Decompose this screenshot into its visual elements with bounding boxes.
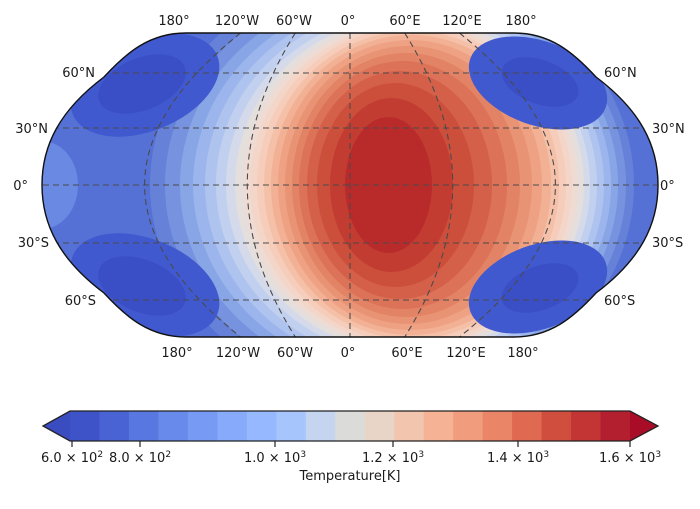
colorbar-segment (276, 411, 307, 441)
tick-exponent: 2 (165, 450, 171, 460)
colorbar-tick-label: 8.0 × 102 (109, 450, 171, 466)
colorbar-tick-label: 1.0 × 103 (244, 450, 306, 466)
tick-mantissa: 1.2 × 10 (362, 451, 418, 466)
colorbar-segment (246, 411, 277, 441)
colorbar-right-arrow (630, 411, 658, 441)
map-area (42, 33, 658, 337)
tick-mantissa: 8.0 × 10 (109, 451, 165, 466)
lat-label-left: 0° (13, 179, 28, 194)
lat-label-left: 60°N (62, 66, 95, 81)
tick-exponent: 3 (418, 450, 424, 460)
colorbar-tick-label: 1.2 × 103 (362, 450, 424, 466)
colorbar-segment (187, 411, 218, 441)
colorbar-segment (364, 411, 395, 441)
lat-label-right: 30°S (652, 236, 683, 251)
colorbar-tick-label: 1.4 × 103 (487, 450, 549, 466)
colorbar-tick-label: 6.0 × 102 (41, 450, 103, 466)
colorbar-ticks: 6.0 × 102 8.0 × 102 1.0 × 103 1.2 × 103 1.4 … (41, 441, 661, 466)
cold-region-blob (98, 256, 186, 316)
tick-exponent: 3 (543, 450, 549, 460)
lon-label-top: 0° (341, 14, 356, 29)
meridian-gridline (459, 33, 556, 337)
colorbar-segment (70, 411, 101, 441)
lon-label-bottom: 180° (507, 346, 538, 361)
cold-region-blob (501, 57, 579, 107)
tick-mantissa: 1.6 × 10 (599, 451, 655, 466)
lon-label-bottom: 60°W (277, 346, 313, 361)
lon-label-top: 60°E (389, 14, 420, 29)
cold-region-blob (42, 141, 78, 229)
lon-label-bottom: 120°E (446, 346, 486, 361)
lon-label-bottom: 0° (341, 346, 356, 361)
colorbar-segment (423, 411, 454, 441)
colorbar-segment (305, 411, 336, 441)
tick-mantissa: 1.4 × 10 (487, 451, 543, 466)
tick-exponent: 3 (300, 450, 306, 460)
graticule (43, 33, 657, 337)
colorbar-segment (482, 411, 513, 441)
lon-label-bottom: 180° (161, 346, 192, 361)
colorbar-segment (335, 411, 366, 441)
colorbar-segment (99, 411, 130, 441)
latitude-labels-right: 60°N 30°N 0° 30°S 60°S (604, 66, 685, 309)
colorbar-segment (128, 411, 160, 441)
colorbar-segment (217, 411, 248, 441)
tick-mantissa: 1.0 × 10 (244, 451, 300, 466)
meridian-gridline (404, 33, 454, 337)
lon-label-top: 180° (505, 14, 536, 29)
lon-label-top: 180° (158, 14, 189, 29)
colorbar-left-arrow (43, 411, 70, 441)
meridian-gridline (144, 33, 241, 337)
latitude-labels-left: 60°N 30°N 0° 30°S 60°S (13, 66, 96, 309)
lon-label-top: 120°W (215, 14, 259, 29)
colorbar-segment (541, 411, 572, 441)
lat-label-right: 60°S (604, 294, 635, 309)
colorbar: 6.0 × 102 8.0 × 102 1.0 × 103 1.2 × 103 1.4 … (41, 410, 661, 484)
tick-exponent: 3 (655, 450, 661, 460)
lon-label-bottom: 120°W (216, 346, 260, 361)
colorbar-segment (158, 411, 189, 441)
tick-exponent: 2 (97, 450, 103, 460)
lat-label-right: 30°N (652, 122, 685, 137)
lat-label-right: 60°N (604, 66, 637, 81)
longitude-labels-bottom: 180° 120°W 60°W 0° 60°E 120°E 180° (161, 346, 538, 361)
lat-label-right: 0° (660, 179, 675, 194)
lat-label-left: 30°N (15, 122, 48, 137)
colorbar-axis-label: Temperature[K] (298, 469, 400, 484)
map-outline (41, 32, 659, 338)
colorbar-segment (600, 411, 631, 441)
tick-mantissa: 6.0 × 10 (41, 451, 97, 466)
colorbar-segments (70, 411, 631, 441)
cold-region-blob (98, 54, 186, 114)
meridian-gridline (246, 33, 296, 337)
colorbar-segment (512, 411, 543, 441)
colorbar-segment (453, 411, 484, 441)
colorbar-segment (571, 411, 602, 441)
colorbar-segment (394, 411, 425, 441)
colorbar-tick-label: 1.6 × 103 (599, 450, 661, 466)
lon-label-top: 120°E (442, 14, 482, 29)
lon-label-top: 60°W (276, 14, 312, 29)
lat-label-left: 60°S (65, 294, 96, 309)
lon-label-bottom: 60°E (391, 346, 422, 361)
longitude-labels-top: 180° 120°W 60°W 0° 60°E 120°E 180° (158, 14, 536, 29)
lat-label-left: 30°S (18, 236, 49, 251)
